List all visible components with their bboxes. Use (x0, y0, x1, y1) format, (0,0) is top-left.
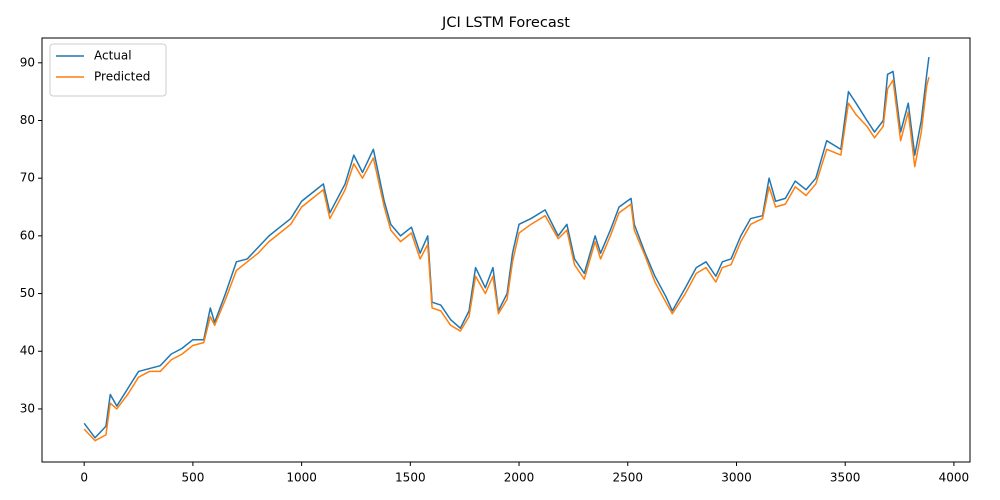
y-tick-label: 70 (20, 171, 35, 185)
y-tick-label: 60 (20, 228, 35, 242)
chart-title: JCI LSTM Forecast (441, 15, 570, 31)
x-tick-label: 2500 (612, 471, 643, 485)
legend-label: Predicted (94, 70, 150, 84)
x-tick-label: 2000 (504, 471, 535, 485)
axes-frame (41, 37, 971, 463)
x-tick-label: 1500 (395, 471, 426, 485)
series-line (83, 77, 930, 442)
y-tick-label: 80 (20, 113, 35, 127)
x-tick-label: 1000 (286, 471, 317, 485)
x-tick-label: 4000 (939, 471, 970, 485)
legend-box (49, 43, 167, 97)
y-tick-label: 90 (20, 55, 35, 69)
x-tick-label: 0 (80, 471, 88, 485)
series-line (83, 56, 930, 439)
x-tick-label: 3000 (721, 471, 752, 485)
y-tick-label: 50 (20, 286, 35, 300)
x-tick-label: 3500 (830, 471, 861, 485)
plot-area (83, 56, 930, 442)
legend-label: Actual (94, 49, 132, 63)
y-tick-label: 30 (20, 401, 35, 415)
y-tick-label: 40 (20, 344, 35, 358)
x-tick-label: 500 (181, 471, 204, 485)
